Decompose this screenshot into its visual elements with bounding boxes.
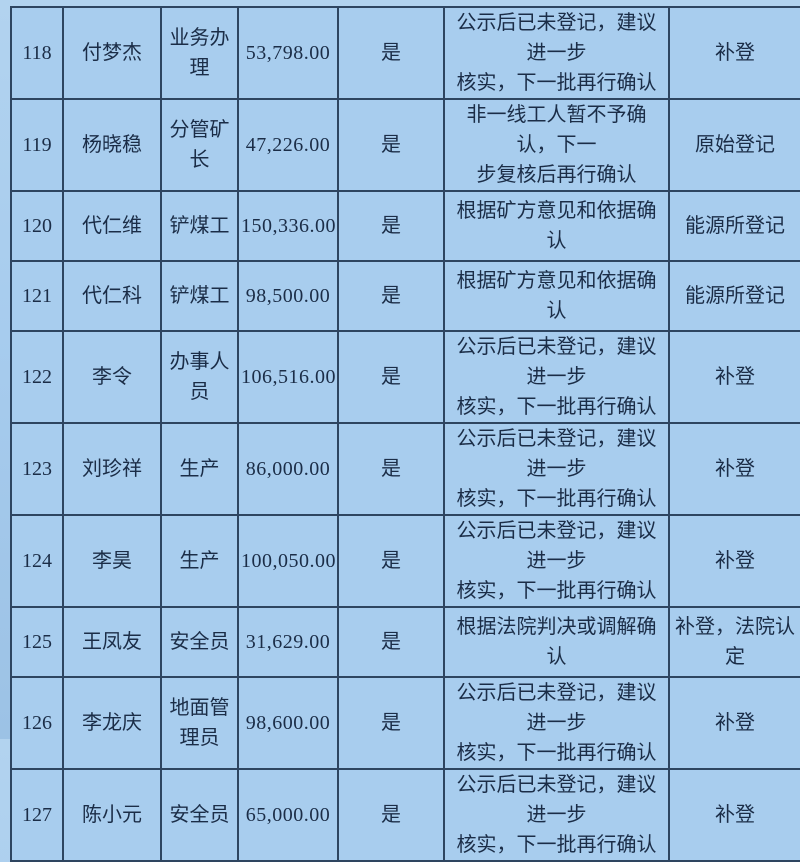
cell-job-title: 安全员: [160, 606, 239, 678]
cell-number: 127: [10, 768, 64, 862]
cell-confirmed: 是: [337, 260, 445, 332]
cell-remark: 公示后已未登记，建议进一步 核实，下一批再行确认: [443, 676, 670, 770]
cell-status: 补登: [668, 676, 800, 770]
table-row: 123 刘珍祥 生产 86,000.00 是 公示后已未登记，建议进一步 核实，…: [10, 422, 800, 516]
cell-remark: 公示后已未登记，建议进一步 核实，下一批再行确认: [443, 422, 670, 516]
cell-number: 118: [10, 6, 64, 100]
table-row: 122 李令 办事人员 106,516.00 是 公示后已未登记，建议进一步 核…: [10, 330, 800, 424]
cell-job-title: 办事人员: [160, 330, 239, 424]
cell-status: 能源所登记: [668, 260, 800, 332]
cell-name: 王凤友: [62, 606, 162, 678]
cell-amount: 65,000.00: [237, 768, 339, 862]
cell-name: 李令: [62, 330, 162, 424]
cell-name: 付梦杰: [62, 6, 162, 100]
cell-status: 补登: [668, 768, 800, 862]
registration-table: 118 付梦杰 业务办理 53,798.00 是 公示后已未登记，建议进一步 核…: [10, 6, 800, 862]
cell-remark: 公示后已未登记，建议进一步 核实，下一批再行确认: [443, 768, 670, 862]
cell-confirmed: 是: [337, 676, 445, 770]
table-row: 119 杨晓稳 分管矿长 47,226.00 是 非一线工人暂不予确认，下一 步…: [10, 98, 800, 192]
cell-status: 补登: [668, 6, 800, 100]
cell-confirmed: 是: [337, 514, 445, 608]
cell-job-title: 铲煤工: [160, 260, 239, 332]
cell-job-title: 地面管理员: [160, 676, 239, 770]
cell-amount: 53,798.00: [237, 6, 339, 100]
cell-amount: 86,000.00: [237, 422, 339, 516]
cell-remark: 根据法院判决或调解确认: [443, 606, 670, 678]
cell-status: 补登: [668, 514, 800, 608]
table-row: 125 王凤友 安全员 31,629.00 是 根据法院判决或调解确认 补登，法…: [10, 606, 800, 678]
cell-amount: 47,226.00: [237, 98, 339, 192]
cell-status: 原始登记: [668, 98, 800, 192]
cell-name: 李昊: [62, 514, 162, 608]
cell-remark: 公示后已未登记，建议进一步 核实，下一批再行确认: [443, 6, 670, 100]
cell-confirmed: 是: [337, 422, 445, 516]
cell-name: 陈小元: [62, 768, 162, 862]
cell-amount: 100,050.00: [237, 514, 339, 608]
cell-confirmed: 是: [337, 330, 445, 424]
cell-status: 补登: [668, 422, 800, 516]
cell-job-title: 生产: [160, 514, 239, 608]
cell-number: 125: [10, 606, 64, 678]
table-row: 126 李龙庆 地面管理员 98,600.00 是 公示后已未登记，建议进一步 …: [10, 676, 800, 770]
cell-name: 代仁科: [62, 260, 162, 332]
cell-status: 补登，法院认定: [668, 606, 800, 678]
cell-name: 李龙庆: [62, 676, 162, 770]
cell-number: 122: [10, 330, 64, 424]
table-row: 127 陈小元 安全员 65,000.00 是 公示后已未登记，建议进一步 核实…: [10, 768, 800, 862]
table-row: 120 代仁维 铲煤工 150,336.00 是 根据矿方意见和依据确认 能源所…: [10, 190, 800, 262]
cell-confirmed: 是: [337, 768, 445, 862]
cell-remark: 公示后已未登记，建议进一步 核实，下一批再行确认: [443, 514, 670, 608]
cell-remark: 非一线工人暂不予确认，下一 步复核后再行确认: [443, 98, 670, 192]
cell-confirmed: 是: [337, 606, 445, 678]
table-row: 118 付梦杰 业务办理 53,798.00 是 公示后已未登记，建议进一步 核…: [10, 6, 800, 100]
cell-amount: 31,629.00: [237, 606, 339, 678]
cell-confirmed: 是: [337, 190, 445, 262]
cell-name: 代仁维: [62, 190, 162, 262]
cell-number: 124: [10, 514, 64, 608]
cell-number: 126: [10, 676, 64, 770]
cell-job-title: 安全员: [160, 768, 239, 862]
cell-status: 能源所登记: [668, 190, 800, 262]
cell-name: 刘珍祥: [62, 422, 162, 516]
cell-job-title: 生产: [160, 422, 239, 516]
cell-job-title: 铲煤工: [160, 190, 239, 262]
cell-number: 119: [10, 98, 64, 192]
cell-status: 补登: [668, 330, 800, 424]
cell-number: 121: [10, 260, 64, 332]
cell-amount: 98,600.00: [237, 676, 339, 770]
cell-remark: 根据矿方意见和依据确认: [443, 190, 670, 262]
cell-name: 杨晓稳: [62, 98, 162, 192]
cell-job-title: 业务办理: [160, 6, 239, 100]
cell-confirmed: 是: [337, 98, 445, 192]
cell-remark: 根据矿方意见和依据确认: [443, 260, 670, 332]
worker-registration-table: 118 付梦杰 业务办理 53,798.00 是 公示后已未登记，建议进一步 核…: [10, 6, 800, 862]
cell-number: 120: [10, 190, 64, 262]
cell-amount: 150,336.00: [237, 190, 339, 262]
cell-number: 123: [10, 422, 64, 516]
cell-remark: 公示后已未登记，建议进一步 核实，下一批再行确认: [443, 330, 670, 424]
cell-confirmed: 是: [337, 6, 445, 100]
cell-amount: 106,516.00: [237, 330, 339, 424]
table-row: 124 李昊 生产 100,050.00 是 公示后已未登记，建议进一步 核实，…: [10, 514, 800, 608]
cell-amount: 98,500.00: [237, 260, 339, 332]
cell-job-title: 分管矿长: [160, 98, 239, 192]
table-row: 121 代仁科 铲煤工 98,500.00 是 根据矿方意见和依据确认 能源所登…: [10, 260, 800, 332]
